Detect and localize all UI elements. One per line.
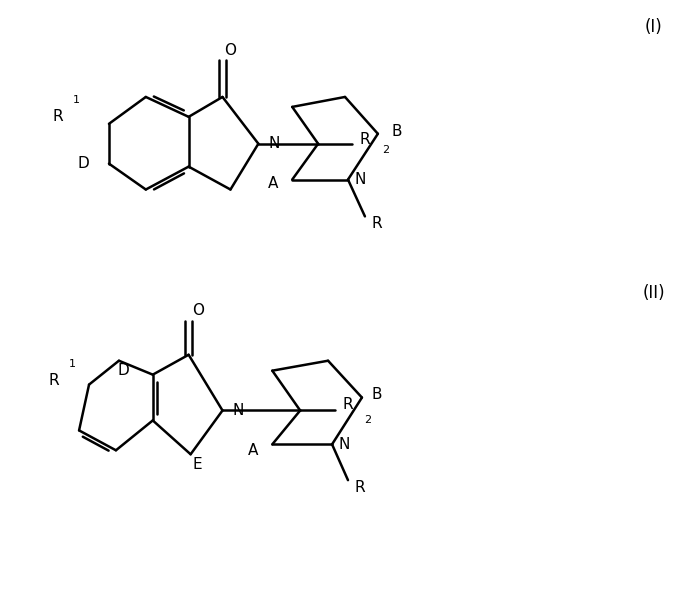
Text: N: N <box>232 403 244 418</box>
Text: 1: 1 <box>69 359 76 368</box>
Text: B: B <box>372 387 383 402</box>
Text: A: A <box>268 176 279 191</box>
Text: D: D <box>117 363 129 378</box>
Text: N: N <box>268 136 280 151</box>
Text: R: R <box>372 216 383 231</box>
Text: R: R <box>360 132 371 147</box>
Text: D: D <box>78 156 89 171</box>
Text: R: R <box>53 109 63 124</box>
Text: 2: 2 <box>382 145 389 154</box>
Text: R: R <box>342 397 353 412</box>
Text: (II): (II) <box>642 284 665 302</box>
Text: A: A <box>248 443 258 458</box>
Text: (I): (I) <box>645 18 663 36</box>
Text: O: O <box>225 43 236 58</box>
Text: B: B <box>392 124 403 139</box>
Text: N: N <box>355 172 367 187</box>
Text: N: N <box>338 437 349 452</box>
Text: R: R <box>355 480 366 495</box>
Text: 2: 2 <box>364 415 371 426</box>
Text: O: O <box>193 304 204 319</box>
Text: 1: 1 <box>73 95 80 105</box>
Text: E: E <box>193 457 202 472</box>
Text: R: R <box>49 373 59 388</box>
